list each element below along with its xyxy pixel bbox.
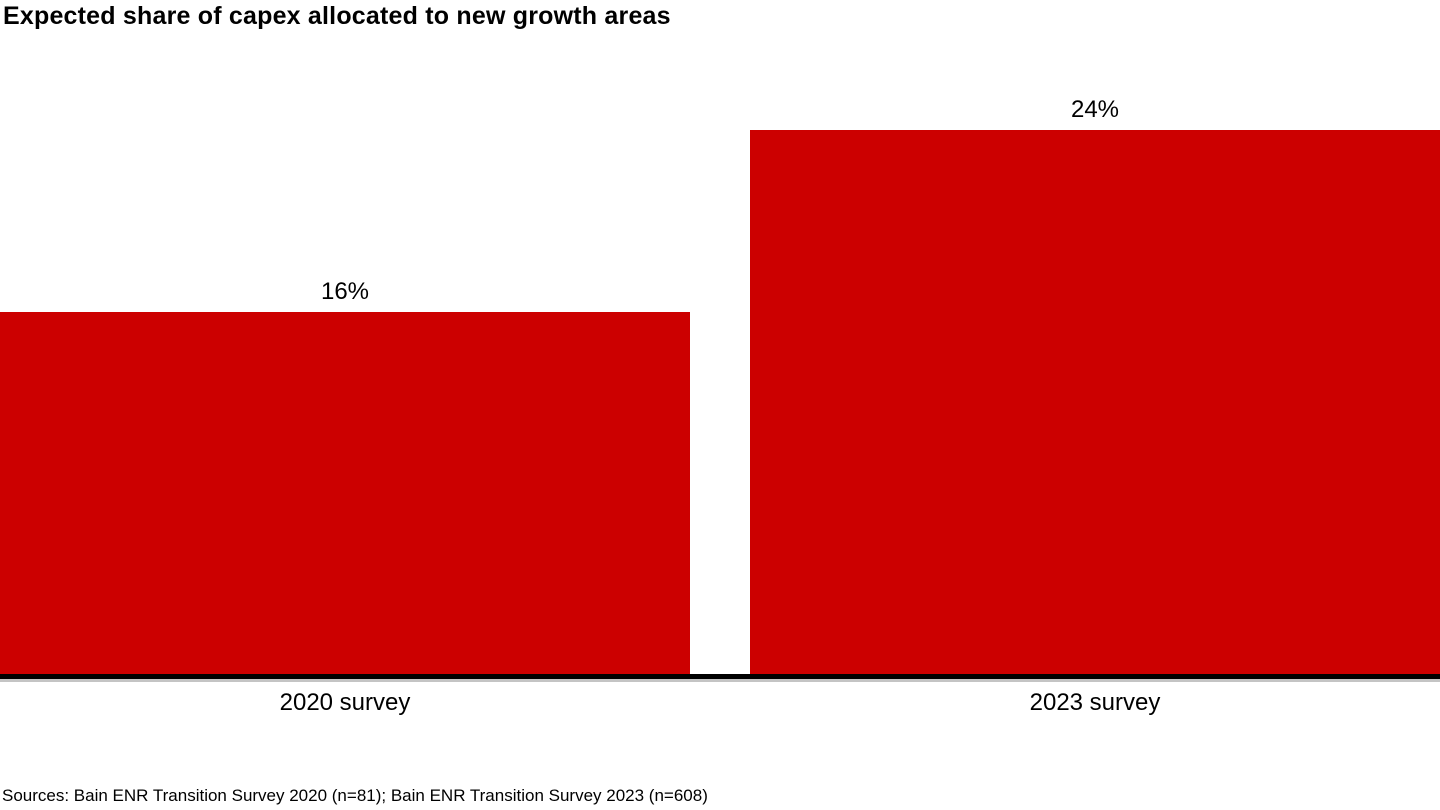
chart-title: Expected share of capex allocated to new… xyxy=(3,2,671,30)
source-note: Sources: Bain ENR Transition Survey 2020… xyxy=(2,786,708,805)
bar-2020-survey xyxy=(0,312,690,674)
category-label-2023: 2023 survey xyxy=(1029,689,1161,716)
value-label-2023: 24% xyxy=(1070,96,1120,123)
x-axis-shadow-line xyxy=(0,679,1440,682)
category-label-2020: 2020 survey xyxy=(279,689,411,716)
x-axis-line xyxy=(0,674,1440,679)
bar-2023-survey xyxy=(750,130,1440,674)
value-label-2020: 16% xyxy=(320,278,370,305)
